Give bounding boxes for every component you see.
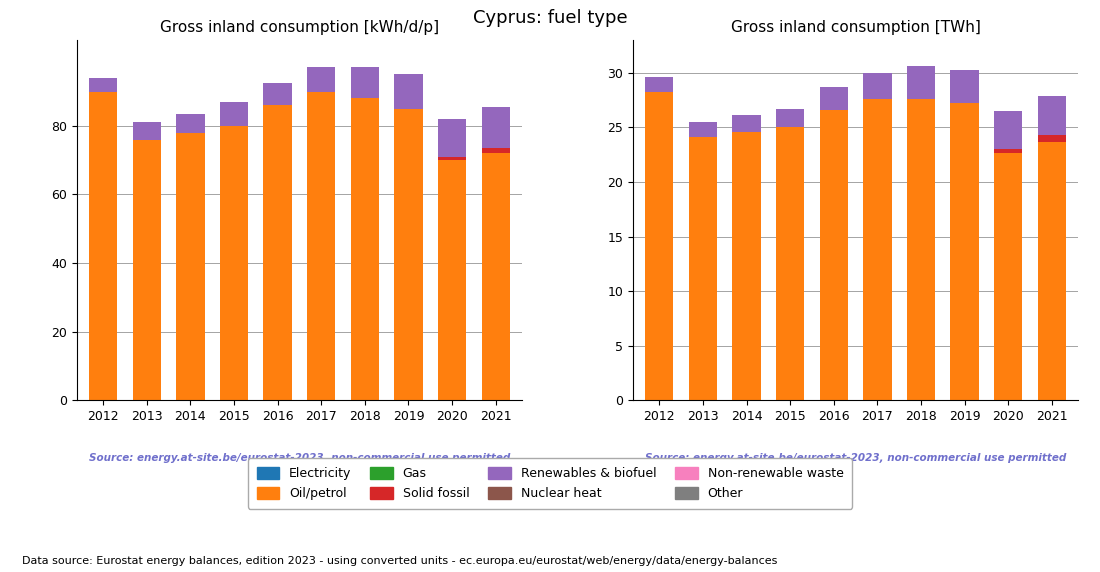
Bar xyxy=(906,99,935,400)
Bar xyxy=(950,104,979,400)
Bar xyxy=(1037,135,1066,142)
Bar xyxy=(994,111,1022,149)
Bar xyxy=(482,148,510,153)
Bar xyxy=(220,102,249,126)
Bar xyxy=(994,149,1022,153)
Text: Cyprus: fuel type: Cyprus: fuel type xyxy=(473,9,627,26)
Bar xyxy=(1037,96,1066,135)
Text: Source: energy.at-site.be/eurostat-2023, non-commercial use permitted: Source: energy.at-site.be/eurostat-2023,… xyxy=(89,453,510,463)
Bar xyxy=(307,67,336,92)
Bar xyxy=(820,87,848,110)
Bar xyxy=(689,122,717,137)
Bar xyxy=(89,92,118,400)
Bar xyxy=(264,83,292,105)
Bar xyxy=(133,140,161,400)
Bar xyxy=(994,153,1022,400)
Bar xyxy=(394,109,422,400)
Title: Gross inland consumption [TWh]: Gross inland consumption [TWh] xyxy=(730,19,980,35)
Bar xyxy=(438,119,466,157)
Bar xyxy=(733,132,761,400)
Bar xyxy=(438,160,466,400)
Bar xyxy=(394,74,422,109)
Bar xyxy=(89,78,118,92)
Bar xyxy=(351,98,380,400)
Bar xyxy=(176,133,205,400)
Bar xyxy=(482,153,510,400)
Bar xyxy=(864,73,891,99)
Bar xyxy=(906,66,935,99)
Bar xyxy=(776,128,804,400)
Bar xyxy=(645,93,673,400)
Text: Source: energy.at-site.be/eurostat-2023, non-commercial use permitted: Source: energy.at-site.be/eurostat-2023,… xyxy=(645,453,1066,463)
Bar xyxy=(950,70,979,104)
Bar xyxy=(645,77,673,93)
Bar xyxy=(220,126,249,400)
Bar xyxy=(133,122,161,140)
Bar xyxy=(689,137,717,400)
Bar xyxy=(307,92,336,400)
Text: Data source: Eurostat energy balances, edition 2023 - using converted units - ec: Data source: Eurostat energy balances, e… xyxy=(22,557,778,566)
Bar xyxy=(776,109,804,128)
Bar xyxy=(864,99,891,400)
Bar xyxy=(351,67,380,98)
Bar xyxy=(176,114,205,133)
Bar xyxy=(482,107,510,148)
Legend: Electricity, Oil/petrol, Gas, Solid fossil, Renewables & biofuel, Nuclear heat, : Electricity, Oil/petrol, Gas, Solid foss… xyxy=(248,458,852,509)
Bar xyxy=(264,105,292,400)
Title: Gross inland consumption [kWh/d/p]: Gross inland consumption [kWh/d/p] xyxy=(160,19,439,35)
Bar xyxy=(1037,142,1066,400)
Bar xyxy=(733,116,761,132)
Bar xyxy=(820,110,848,400)
Bar xyxy=(438,157,466,160)
